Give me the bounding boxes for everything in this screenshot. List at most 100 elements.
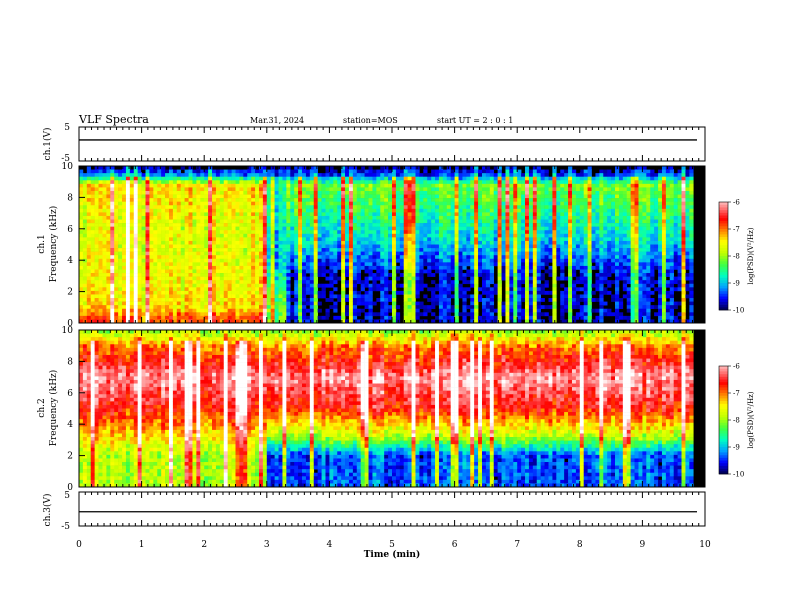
spectrogram-cell [462, 301, 467, 306]
spectrogram-cell [212, 251, 217, 256]
spectrogram-cell [509, 283, 514, 288]
spectrogram-cell [86, 226, 92, 231]
spectrogram-cell [395, 219, 401, 224]
spectrogram-cell [231, 276, 236, 281]
spectrogram-cell [145, 280, 150, 285]
spectrogram-cell [223, 244, 228, 249]
spectrogram-cell [309, 315, 315, 320]
spectrogram-cell [239, 312, 244, 317]
spectrogram-cell [489, 233, 495, 238]
spectrogram-cell [325, 312, 330, 317]
spectrogram-cell [493, 180, 498, 185]
spectrogram-cell [450, 180, 455, 185]
spectrogram-cell [380, 251, 385, 256]
spectrogram-cell [513, 265, 518, 270]
spectrogram-cell [278, 194, 283, 199]
spectrogram-cell [509, 183, 514, 188]
spectrogram-cell [493, 244, 498, 249]
spectrogram-cell [278, 198, 283, 202]
spectrogram-cell [474, 190, 479, 195]
spectrogram-cell [106, 319, 111, 324]
spectrogram-cell [450, 251, 455, 256]
spectrogram-cell [118, 273, 123, 277]
spectrogram-cell [102, 194, 107, 199]
spectrogram-cell [446, 240, 451, 245]
spectrogram-cell [309, 283, 315, 288]
spectrogram-cell [352, 187, 358, 192]
spectrogram-cell [348, 173, 354, 178]
spectrogram-cell [196, 190, 201, 195]
spectrogram-cell [94, 187, 99, 192]
spectrogram-cell [235, 208, 240, 213]
spectrogram-cell [348, 276, 354, 281]
spectrogram-cell [481, 233, 487, 238]
spectrogram-cell [348, 312, 354, 317]
spectrogram-cell [270, 298, 275, 302]
spectrogram-cell [407, 226, 412, 231]
spectrogram-cell [258, 244, 264, 249]
spectrogram-cell [466, 312, 471, 317]
spectrogram-cell [474, 294, 479, 299]
spectrogram-cell [313, 244, 318, 249]
spectrogram-cell [122, 176, 127, 181]
spectrogram-cell [262, 223, 268, 227]
spectrogram-cell [364, 233, 369, 238]
spectrogram-cell [114, 280, 119, 285]
spectrogram-cell [161, 276, 166, 281]
spectrogram-cell [505, 255, 510, 260]
spectrogram-cell [247, 183, 252, 188]
spectrogram-cell [493, 233, 498, 238]
spectrogram-cell [94, 223, 99, 227]
spectrogram-cell [118, 198, 123, 202]
spectrogram-cell [329, 276, 334, 281]
spectrogram-cell [489, 223, 495, 227]
spectrogram-cell [243, 269, 248, 274]
spectrogram-cell [223, 201, 228, 206]
spectrogram-cell [255, 198, 260, 202]
spectrogram-cell [474, 248, 479, 252]
spectrogram-cell [149, 169, 154, 174]
spectrogram-cell [215, 183, 221, 188]
spectrogram-cell [106, 208, 111, 213]
spectrogram-cell [90, 173, 95, 178]
spectrogram-cell [125, 287, 131, 292]
spectrogram-cell [442, 265, 448, 270]
spectrogram-cell [90, 223, 95, 227]
spectrogram-cell [239, 208, 244, 213]
spectrogram-cell [165, 305, 170, 310]
spectrogram-cell [521, 255, 526, 260]
spectrogram-cell [454, 273, 459, 277]
spectrogram-cell [290, 237, 295, 242]
spectrogram-cell [215, 169, 221, 174]
spectrogram-cell [392, 205, 397, 210]
spectrogram-cell [294, 283, 299, 288]
spectrogram-cell [497, 226, 502, 231]
spectrogram-cell [407, 198, 412, 202]
spectrogram-cell [302, 265, 307, 270]
spectrogram-cell [106, 280, 111, 285]
spectrogram-cell [188, 283, 193, 288]
spectrogram-cell [458, 183, 463, 188]
spectrogram-cell [489, 298, 495, 302]
spectrogram-cell [372, 258, 377, 263]
spectrogram-cell [137, 244, 142, 249]
spectrogram-cell [513, 169, 518, 174]
spectrogram-cell [90, 251, 95, 256]
spectrogram-cell [86, 301, 92, 306]
spectrogram-cell [223, 276, 228, 281]
spectrogram-cell [247, 205, 252, 210]
spectrogram-cell [231, 244, 236, 249]
spectrogram-cell [333, 205, 338, 210]
spectrogram-cell [395, 255, 401, 260]
spectrogram-cell [129, 258, 135, 263]
spectrogram-cell [352, 265, 358, 270]
spectrogram-cell [141, 283, 146, 288]
spectrogram-cell [333, 208, 338, 213]
spectrogram-cell [325, 198, 330, 202]
spectrogram-cell [309, 187, 315, 192]
spectrogram-cell [157, 212, 162, 217]
spectrogram-cell [188, 223, 193, 227]
spectrogram-cell [392, 180, 397, 185]
spectrogram-cell [493, 201, 498, 206]
spectrogram-cell [454, 169, 459, 174]
